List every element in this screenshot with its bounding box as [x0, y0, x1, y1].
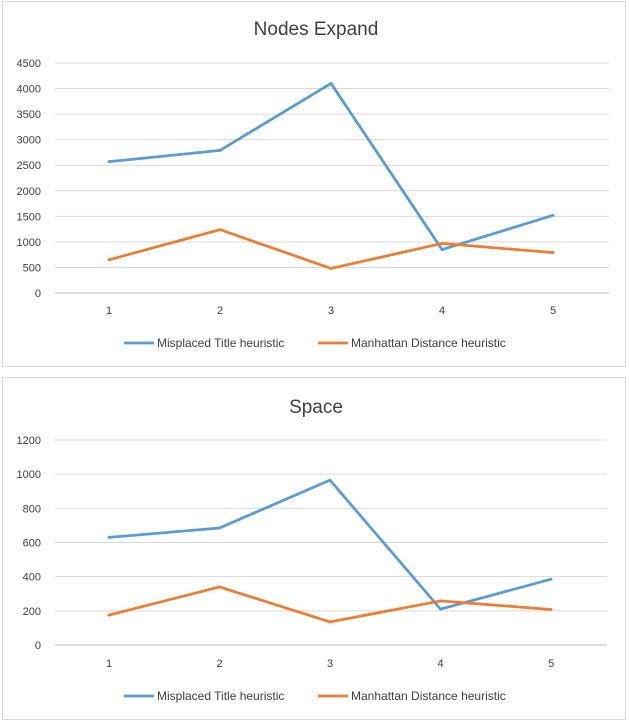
- y-tick-label: 400: [23, 572, 41, 584]
- data-point: [328, 478, 332, 482]
- data-point: [551, 213, 555, 217]
- x-tick-label: 3: [328, 305, 334, 317]
- y-tick-label: 2500: [17, 160, 41, 172]
- y-tick-label: 4500: [17, 58, 41, 70]
- x-tick-label: 3: [327, 658, 333, 670]
- y-tick-label: 3500: [17, 109, 41, 121]
- legend-label: Misplaced Title heuristic: [157, 689, 284, 703]
- x-tick-label: 4: [439, 305, 445, 317]
- nodes-expand-chart-panel: Nodes Expand 0 500 1000 1500 2000 2500 3000 350…: [2, 1, 626, 367]
- y-tick-label: 4000: [17, 84, 41, 96]
- series-line-2: [107, 585, 553, 624]
- data-point: [218, 526, 221, 530]
- legend-label: Manhattan Distance heuristic: [351, 336, 506, 350]
- legend-label: Manhattan Distance heuristic: [351, 689, 506, 703]
- nodes-expand-chart: Nodes Expand 0 500 1000 1500 2000 2500 3000 350…: [17, 19, 609, 350]
- y-tick-label: 500: [23, 262, 41, 274]
- data-point: [549, 608, 553, 611]
- y-tick-label: 200: [23, 606, 41, 618]
- y-tick-label: 0: [35, 288, 41, 300]
- data-point: [218, 149, 222, 152]
- data-point: [218, 228, 222, 232]
- y-tick-label: 600: [23, 538, 41, 550]
- data-point: [551, 251, 555, 255]
- x-tick-label: 2: [216, 658, 222, 670]
- data-point: [440, 248, 444, 251]
- y-tick-label: 1200: [17, 435, 41, 447]
- y-tick-label: 2000: [17, 186, 41, 198]
- series-line-1: [107, 478, 553, 611]
- data-point: [439, 599, 442, 603]
- data-point: [439, 607, 442, 611]
- data-point: [440, 242, 444, 245]
- y-tick-label: 800: [23, 503, 41, 515]
- space-chart: Space 0 200 400 600 800 1000 1200 1 2 3 4 5 Misplace…: [17, 397, 607, 703]
- chart-title: Nodes Expand: [254, 19, 379, 40]
- x-tick-label: 1: [106, 658, 112, 670]
- data-point: [218, 585, 221, 589]
- data-point: [107, 258, 111, 262]
- data-point: [107, 535, 111, 539]
- y-tick-label: 1000: [17, 469, 41, 481]
- space-chart-panel: Space 0 200 400 600 800 1000 1200 1 2 3 4 5 Misplace…: [2, 377, 626, 720]
- y-tick-label: 0: [35, 640, 41, 652]
- series-line-1: [107, 82, 555, 251]
- data-point: [107, 160, 111, 164]
- y-tick-label: 1500: [17, 211, 41, 223]
- data-point: [329, 267, 333, 270]
- y-tick-label: 1000: [17, 237, 41, 249]
- y-tick-label: 3000: [17, 135, 41, 147]
- x-tick-label: 5: [550, 305, 556, 317]
- data-point: [329, 82, 333, 85]
- x-tick-label: 1: [106, 305, 112, 317]
- chart-title: Space: [289, 397, 343, 418]
- data-point: [549, 577, 553, 581]
- x-tick-label: 2: [217, 305, 223, 317]
- x-tick-label: 5: [548, 658, 554, 670]
- legend-label: Misplaced Title heuristic: [157, 336, 284, 350]
- data-point: [107, 613, 111, 617]
- data-point: [328, 620, 332, 624]
- x-tick-label: 4: [437, 658, 443, 670]
